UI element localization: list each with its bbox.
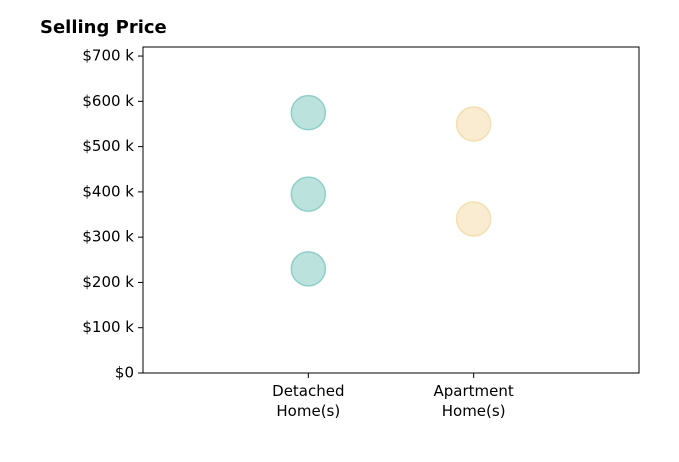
point: [290, 176, 327, 212]
point: [455, 201, 492, 237]
chart-title: Selling Price: [40, 17, 167, 38]
y-tick-label: $100 k: [82, 318, 134, 336]
x-tick-label: Detached Home(s): [272, 382, 345, 420]
y-tick-label: $600 k: [82, 92, 134, 110]
plot-frame: [142, 46, 640, 374]
y-tick-label: $200 k: [82, 273, 134, 291]
point: [290, 94, 327, 131]
y-tick-label: $700 k: [82, 47, 134, 65]
y-tick-label: $0: [115, 364, 134, 382]
point: [455, 106, 492, 142]
y-tick-label: $400 k: [82, 182, 134, 200]
x-tick-label: Apartment Home(s): [433, 382, 514, 420]
y-tick-label: $500 k: [82, 137, 134, 155]
point: [290, 251, 327, 287]
y-tick-label: $300 k: [82, 228, 134, 246]
